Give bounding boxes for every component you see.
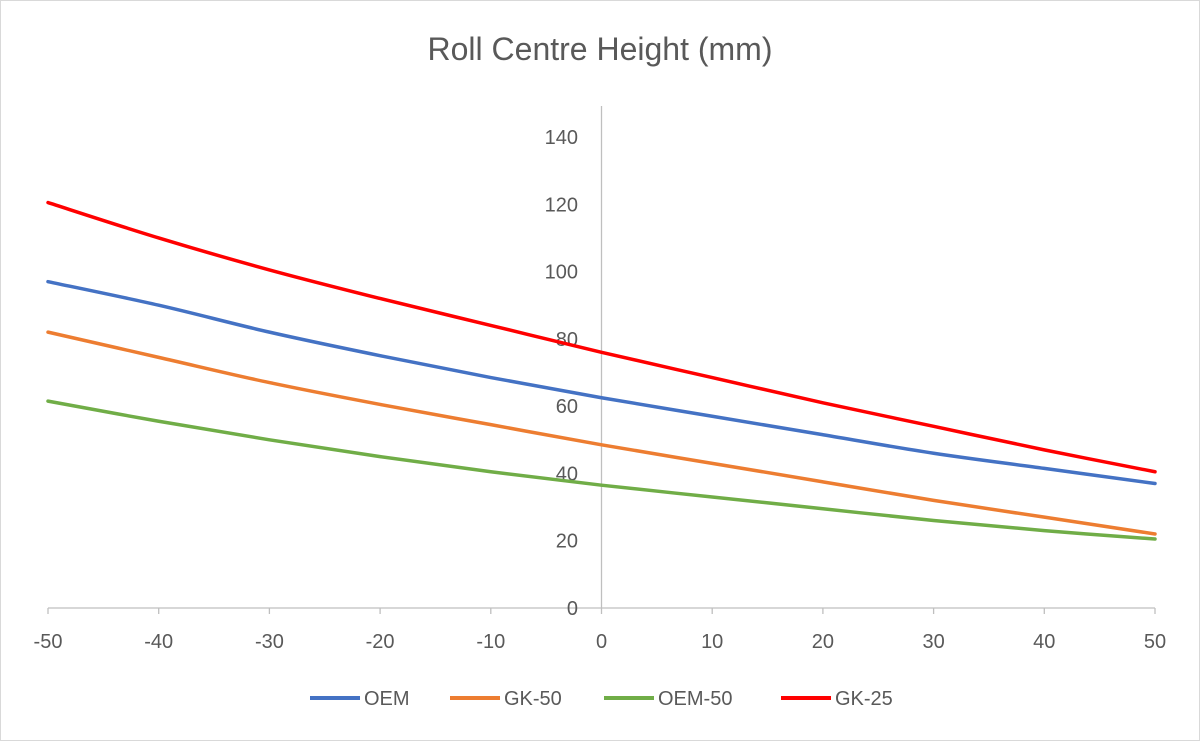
y-tick-label: 0	[567, 598, 578, 620]
x-tick-label: -20	[366, 631, 395, 653]
x-tick-label: 50	[1144, 631, 1166, 653]
legend-item-gk-25[interactable]: GK-25	[781, 688, 893, 710]
y-tick-label: 20	[556, 531, 578, 553]
x-tick-label: 30	[922, 631, 944, 653]
series-line-oem-50	[46, 399, 1157, 541]
x-tick-label: -30	[255, 631, 284, 653]
legend-label: GK-50	[504, 688, 562, 710]
legend-label: GK-25	[835, 688, 893, 710]
series-line-gk-50	[46, 330, 1157, 536]
legend-item-oem[interactable]: OEM	[310, 688, 410, 710]
legend: OEM GK-50 OEM-50 GK-25	[310, 688, 893, 710]
x-tick-label: 20	[812, 631, 834, 653]
legend-label: OEM-50	[658, 688, 732, 710]
legend-label: OEM	[364, 688, 410, 710]
series-lines	[46, 200, 1157, 541]
y-tick-label: 120	[545, 194, 578, 216]
x-tick-label: 0	[596, 631, 607, 653]
y-tick-label: 100	[545, 262, 578, 284]
legend-item-oem-50[interactable]: OEM-50	[604, 688, 732, 710]
x-tick-label: -40	[144, 631, 173, 653]
y-tick-label: 140	[545, 127, 578, 149]
y-tick-label: 60	[556, 396, 578, 418]
x-tick-label: 40	[1033, 631, 1055, 653]
x-tick-label: 10	[701, 631, 723, 653]
series-line-oem	[46, 279, 1157, 486]
legend-item-gk-50[interactable]: GK-50	[450, 688, 562, 710]
x-tick-label: -10	[476, 631, 505, 653]
chart-title: Roll Centre Height (mm)	[428, 31, 773, 67]
x-tick-label: -50	[34, 631, 63, 653]
axes: -50 -40 -30 -20 -10 0 10 20 30 40 5002040608010012…	[34, 106, 1166, 653]
series-line-gk-25	[46, 200, 1157, 474]
